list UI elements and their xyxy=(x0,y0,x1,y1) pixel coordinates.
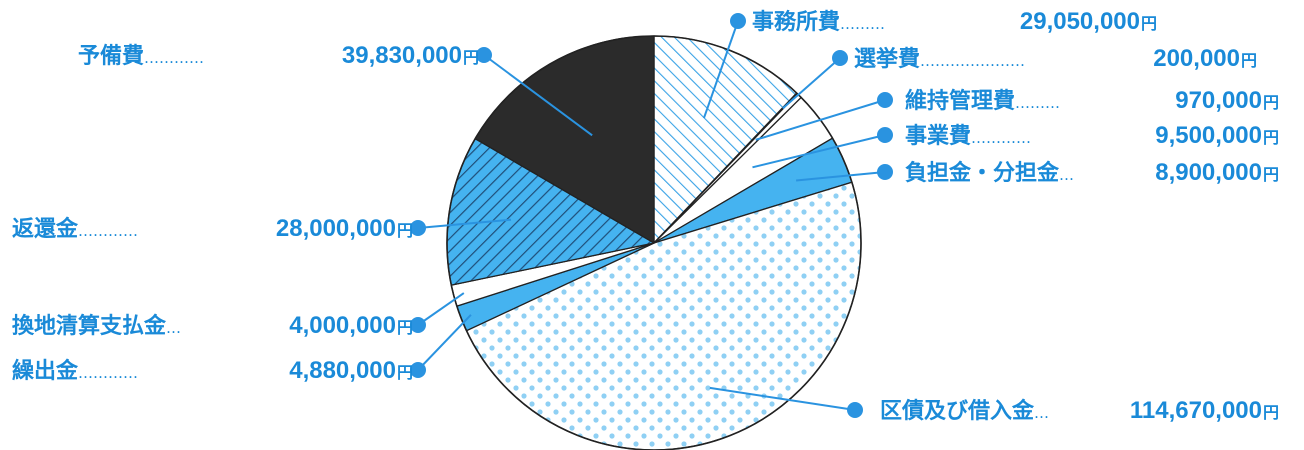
slice-label-3: 維持管理費……… 970,000 円 xyxy=(905,87,1279,114)
leader-line-10 xyxy=(483,54,593,137)
slice-amount: 970,000 xyxy=(1175,87,1262,114)
slice-amount: 200,000 xyxy=(1153,45,1240,72)
label-marker-4 xyxy=(877,127,893,143)
slice-unit: 円 xyxy=(397,318,413,337)
slices-layer xyxy=(446,35,862,450)
slice-label-7: 繰出金………… 4,880,000 円 xyxy=(12,357,413,384)
leader-line-3 xyxy=(755,99,886,141)
slice-name: 維持管理費……… xyxy=(905,88,1060,114)
slice-label-5: 負担金・分担金… 8,900,000 円 xyxy=(905,159,1279,186)
slice-label-10: 予備費………… 39,830,000 円 xyxy=(78,42,479,69)
leader-dots: ………… xyxy=(78,364,138,382)
slice-amount: 8,900,000 xyxy=(1155,159,1262,186)
leader-dots: … xyxy=(1034,404,1049,422)
slice-name: 事業費………… xyxy=(905,123,1031,149)
slice-unit: 円 xyxy=(1263,93,1279,112)
leader-line-6 xyxy=(709,386,856,411)
leader-lines-layer xyxy=(410,13,893,418)
leader-line-5 xyxy=(796,171,886,182)
leader-dots: … xyxy=(166,319,181,337)
leader-dots: ………… xyxy=(971,129,1031,147)
slice-amount: 28,000,000 xyxy=(276,215,396,242)
slice-name: 選挙費………………… xyxy=(854,46,1025,72)
slice-label-9: 返還金………… 28,000,000 円 xyxy=(12,215,413,242)
slice-unit: 円 xyxy=(1263,128,1279,147)
slice-name: 繰出金………… xyxy=(12,358,138,384)
label-marker-3 xyxy=(877,92,893,108)
label-marker-2 xyxy=(832,50,848,66)
slice-label-1: 事務所費……… 29,050,000 円 xyxy=(752,8,1157,35)
slice-amount: 39,830,000 xyxy=(342,42,462,69)
slice-unit: 円 xyxy=(397,221,413,240)
slice-label-6: 区債及び借入金… 114,670,000 円 xyxy=(880,397,1279,424)
leader-dots: ………………… xyxy=(920,52,1025,70)
leader-dots: ……… xyxy=(1015,94,1060,112)
leader-line-4 xyxy=(752,134,886,169)
slice-unit: 円 xyxy=(1241,51,1257,70)
slice-name: 区債及び借入金… xyxy=(880,398,1049,424)
slice-name: 換地清算支払金… xyxy=(12,313,181,339)
leader-line-9 xyxy=(417,218,512,229)
slice-name: 予備費………… xyxy=(78,43,204,69)
slice-amount: 4,000,000 xyxy=(289,312,396,339)
slice-unit: 円 xyxy=(1263,403,1279,422)
slice-amount: 29,050,000 xyxy=(1020,8,1140,35)
leader-line-7 xyxy=(417,314,472,371)
leader-dots: ………… xyxy=(78,222,138,240)
label-marker-1 xyxy=(730,13,746,29)
leader-dots: … xyxy=(1059,166,1074,184)
slice-name: 返還金………… xyxy=(12,216,138,242)
slice-unit: 円 xyxy=(1263,165,1279,184)
leader-line-8 xyxy=(417,292,465,326)
leader-line-1 xyxy=(702,20,739,119)
label-marker-7 xyxy=(410,362,426,378)
slice-amount: 4,880,000 xyxy=(289,357,396,384)
label-marker-9 xyxy=(410,220,426,236)
slice-unit: 円 xyxy=(1141,14,1157,33)
label-marker-10 xyxy=(476,47,492,63)
slice-unit: 円 xyxy=(397,363,413,382)
label-marker-5 xyxy=(877,164,893,180)
leader-dots: ………… xyxy=(144,49,204,67)
leader-line-2 xyxy=(782,57,841,110)
label-marker-6 xyxy=(847,402,863,418)
pie-outline xyxy=(446,35,862,450)
slice-name: 事務所費……… xyxy=(752,9,885,35)
slice-unit: 円 xyxy=(463,48,479,67)
slice-amount: 9,500,000 xyxy=(1155,122,1262,149)
slice-label-8: 換地清算支払金… 4,000,000 円 xyxy=(12,312,413,339)
label-marker-8 xyxy=(410,317,426,333)
slice-label-2: 選挙費………………… 200,000 円 xyxy=(854,45,1257,72)
slice-name: 負担金・分担金… xyxy=(905,160,1074,186)
slice-label-4: 事業費………… 9,500,000 円 xyxy=(905,122,1279,149)
slice-amount: 114,670,000 xyxy=(1130,397,1262,424)
leader-dots: ……… xyxy=(840,15,885,33)
